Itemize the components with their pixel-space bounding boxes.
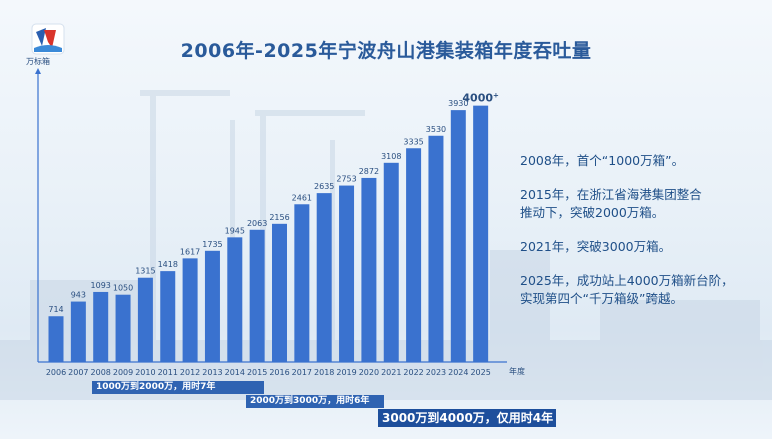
- bar-2008: [93, 291, 109, 362]
- bar-2015: [249, 229, 265, 362]
- bar-2012: [182, 258, 198, 362]
- x-axis-label: 年度: [509, 366, 525, 376]
- port-logo-icon: [31, 23, 65, 55]
- bar-2022: [406, 148, 422, 362]
- tick-label-2024: 2024: [448, 368, 468, 377]
- bar-2010: [137, 277, 153, 362]
- tick-label-2009: 2009: [113, 368, 133, 377]
- bar-2011: [160, 271, 176, 362]
- tick-label-2014: 2014: [225, 368, 245, 377]
- value-label-2019: 2753: [336, 175, 356, 184]
- bar-2021: [383, 162, 399, 362]
- bar-2025: [473, 105, 489, 363]
- band-2000-3000: 2000万到3000万，用时6年: [246, 395, 384, 408]
- value-label-2008: 1093: [91, 281, 111, 290]
- bar-2016: [272, 223, 287, 362]
- value-label-2016: 2156: [269, 213, 289, 222]
- tick-label-2019: 2019: [336, 368, 356, 377]
- value-label-2009: 1050: [113, 284, 133, 293]
- tick-label-2008: 2008: [91, 368, 111, 377]
- y-axis-label: 万标箱: [26, 56, 50, 66]
- bar-2014: [227, 237, 243, 362]
- value-label-2015: 2063: [247, 219, 267, 228]
- value-label-2020: 2872: [359, 167, 379, 176]
- milestone-notes: 2008年，首个“1000万箱”。 2015年，在浙江省海港集团整合 推动下，突…: [520, 152, 760, 324]
- value-label-2014: 1945: [225, 226, 245, 235]
- value-label-2012: 1617: [180, 247, 200, 256]
- bar-2017: [294, 204, 310, 362]
- note-2021: 2021年，突破3000万箱。: [520, 239, 672, 254]
- value-label-2022: 3335: [403, 137, 423, 146]
- tick-label-2016: 2016: [269, 368, 289, 377]
- note-2025: 2025年，成功站上4000万箱新台阶， 实现第四个“千万箱级”跨越。: [520, 273, 734, 306]
- bar-2009: [115, 294, 131, 362]
- value-label-2021: 3108: [381, 152, 401, 161]
- bar-2007: [70, 301, 86, 362]
- tick-label-2010: 2010: [135, 368, 155, 377]
- value-label-2017: 2461: [292, 193, 312, 202]
- value-label-2025: 4000+: [462, 92, 499, 105]
- band-1000-2000: 1000万到2000万，用时7年: [92, 381, 264, 394]
- tick-label-2020: 2020: [359, 368, 379, 377]
- tick-label-2011: 2011: [158, 368, 178, 377]
- bar-2020: [361, 177, 377, 362]
- value-label-2013: 1735: [202, 240, 222, 249]
- tick-label-2018: 2018: [314, 368, 334, 377]
- bar-2024: [450, 110, 466, 362]
- y-axis-arrow: [35, 68, 41, 74]
- bar-2006: [48, 316, 64, 362]
- value-label-2011: 1418: [158, 260, 178, 269]
- bar-2013: [204, 250, 220, 362]
- value-label-2023: 3530: [426, 125, 446, 134]
- value-label-2024: 3930: [448, 99, 468, 108]
- bar-2019: [339, 185, 355, 362]
- tick-label-2015: 2015: [247, 368, 267, 377]
- tick-label-2025: 2025: [470, 368, 490, 377]
- tick-label-2021: 2021: [381, 368, 401, 377]
- bar-2023: [428, 135, 444, 362]
- value-label-2010: 1315: [135, 267, 155, 276]
- tick-label-2017: 2017: [292, 368, 312, 377]
- tick-label-2012: 2012: [180, 368, 200, 377]
- value-label-2007: 943: [71, 291, 86, 300]
- tick-label-2023: 2023: [426, 368, 446, 377]
- tick-label-2006: 2006: [46, 368, 66, 377]
- note-2015: 2015年，在浙江省海港集团整合 推动下，突破2000万箱。: [520, 187, 702, 220]
- value-label-2006: 714: [48, 305, 63, 314]
- tick-label-2022: 2022: [403, 368, 423, 377]
- bar-2018: [316, 193, 332, 362]
- band-3000-4000: 3000万到4000万，仅用时4年: [378, 409, 556, 427]
- value-label-2018: 2635: [314, 182, 334, 191]
- tick-label-2013: 2013: [202, 368, 222, 377]
- chart-title: 2006年-2025年宁波舟山港集装箱年度吞吐量: [180, 40, 592, 62]
- note-2008: 2008年，首个“1000万箱”。: [520, 153, 685, 168]
- tick-label-2007: 2007: [68, 368, 88, 377]
